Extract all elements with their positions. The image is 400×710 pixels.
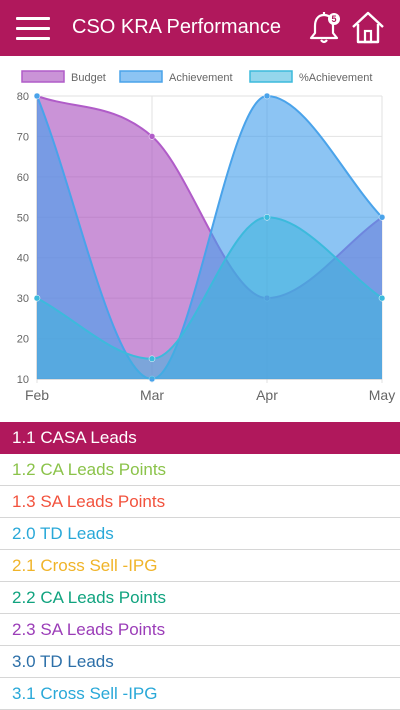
home-icon	[352, 11, 384, 44]
y-tick-label: 80	[17, 91, 29, 103]
kra-list-item[interactable]: 1.2 CA Leads Points	[0, 454, 400, 486]
x-tick-label: Feb	[25, 387, 49, 403]
kra-list-item[interactable]: 1.3 SA Leads Points	[0, 486, 400, 518]
hamburger-menu-icon[interactable]	[14, 13, 52, 43]
y-tick-label: 40	[17, 253, 29, 265]
kra-list: 1.1 CASA Leads 1.2 CA Leads Points 1.3 SA …	[0, 422, 400, 710]
app-header: CSO KRA Performance 5	[0, 0, 400, 56]
legend-swatch	[119, 70, 163, 83]
series-line	[36, 216, 383, 360]
notification-badge: 5	[328, 13, 340, 25]
data-point	[33, 92, 41, 100]
data-point	[378, 294, 386, 302]
data-point	[378, 214, 386, 221]
page-title: CSO KRA Performance	[72, 16, 281, 38]
legend-swatch	[21, 70, 65, 83]
data-point	[263, 214, 271, 221]
data-point	[33, 294, 41, 302]
data-point	[263, 92, 271, 100]
data-point	[148, 355, 156, 363]
x-tick-label: Mar	[140, 387, 164, 403]
x-tick-label: May	[369, 387, 395, 403]
data-point	[148, 133, 156, 140]
legend-label: Achievement	[169, 72, 233, 84]
series-area	[37, 217, 382, 379]
y-tick-label: 20	[17, 334, 29, 346]
legend-label: %Achievement	[299, 72, 372, 84]
home-button[interactable]	[350, 9, 386, 45]
kra-list-item[interactable]: 2.0 TD Leads	[0, 518, 400, 550]
legend-label: Budget	[71, 72, 106, 84]
kra-list-item[interactable]: 2.2 CA Leads Points	[0, 582, 400, 614]
kra-list-item[interactable]: 1.1 CASA Leads	[0, 422, 400, 454]
kra-list-item[interactable]: 3.1 Cross Sell -IPG	[0, 678, 400, 710]
x-tick-label: Apr	[256, 387, 278, 403]
series-line	[36, 94, 383, 381]
y-tick-label: 70	[17, 131, 29, 143]
kra-list-item[interactable]: 2.3 SA Leads Points	[0, 614, 400, 646]
y-tick-label: 10	[17, 374, 29, 386]
y-tick-label: 30	[17, 293, 29, 305]
kra-area-chart: 10 20 30 40 50 60 70 80 Feb Mar Apr May Budget Achiev…	[17, 70, 395, 403]
legend-swatch	[249, 70, 293, 83]
y-tick-label: 50	[17, 212, 29, 224]
kra-list-item[interactable]: 2.1 Cross Sell -IPG	[0, 550, 400, 582]
kra-list-item[interactable]: 3.0 TD Leads	[0, 646, 400, 678]
notification-button[interactable]: 5	[306, 10, 342, 46]
y-tick-label: 60	[17, 172, 29, 184]
